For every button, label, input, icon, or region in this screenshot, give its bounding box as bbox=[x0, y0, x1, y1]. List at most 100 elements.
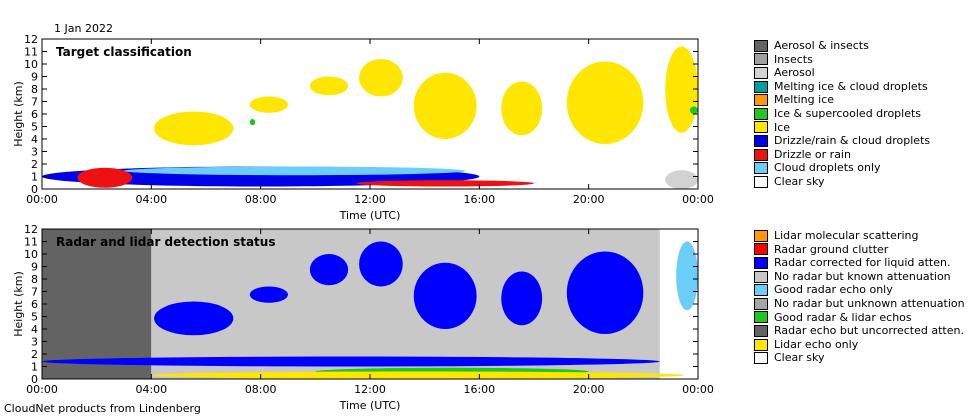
y-tick-label: 10 bbox=[24, 248, 38, 261]
legend-swatch bbox=[754, 256, 768, 269]
region-ice bbox=[309, 76, 349, 96]
legend-swatch bbox=[754, 39, 768, 52]
region-ice-supercooled-droplets bbox=[689, 106, 698, 114]
legend-label: Ice bbox=[774, 120, 791, 134]
legend-swatch bbox=[754, 297, 768, 310]
legend-entry: Drizzle/rain & cloud droplets bbox=[754, 134, 930, 148]
legend-label: Insects bbox=[774, 52, 813, 66]
legend-entry: Ice & supercooled droplets bbox=[754, 107, 930, 121]
legend-swatch bbox=[754, 66, 768, 79]
legend-label: Good radar echo only bbox=[774, 283, 893, 297]
x-axis-label: Time (UTC) bbox=[339, 399, 401, 412]
panel-title: Target classification bbox=[56, 45, 192, 59]
y-tick-label: 8 bbox=[31, 83, 38, 96]
legend-swatch bbox=[754, 162, 768, 175]
legend-label: Melting ice & cloud droplets bbox=[774, 79, 928, 93]
legend-swatch bbox=[754, 270, 768, 283]
region-ice bbox=[665, 46, 698, 133]
legend-label: Drizzle or rain bbox=[774, 147, 851, 161]
legend-swatch bbox=[754, 80, 768, 93]
x-tick-label: 08:00 bbox=[245, 193, 277, 206]
region-drizzle-or-rain bbox=[356, 180, 534, 187]
legend-label: Drizzle/rain & cloud droplets bbox=[774, 134, 931, 148]
x-tick-label: 08:00 bbox=[245, 383, 277, 396]
y-tick-label: 1 bbox=[31, 171, 38, 184]
legend-swatch bbox=[754, 53, 768, 66]
x-tick-label: 00:00 bbox=[26, 193, 58, 206]
legend-entry: Clear sky bbox=[754, 351, 965, 365]
legend-swatch bbox=[754, 148, 768, 161]
legend-entry: Cloud droplets only bbox=[754, 161, 930, 175]
legend-entry: Drizzle or rain bbox=[754, 148, 930, 162]
legend-entry: Radar corrected for liquid atten. bbox=[754, 256, 965, 270]
y-tick-label: 5 bbox=[31, 311, 38, 324]
region-drizzle-or-rain bbox=[77, 167, 133, 188]
legend-swatch bbox=[754, 229, 768, 242]
y-tick-label: 9 bbox=[31, 261, 38, 274]
legend-label: Clear sky bbox=[774, 351, 825, 365]
y-tick-label: 12 bbox=[24, 223, 38, 236]
y-tick-label: 0 bbox=[31, 373, 38, 386]
legend-entry: Lidar echo only bbox=[754, 338, 965, 352]
legend-entry: Ice bbox=[754, 121, 930, 135]
panel-title: Radar and lidar detection status bbox=[56, 235, 275, 249]
y-tick-label: 9 bbox=[31, 71, 38, 84]
y-tick-label: 5 bbox=[31, 121, 38, 134]
y-tick-label: 4 bbox=[31, 133, 38, 146]
date-label: 1 Jan 2022 bbox=[54, 22, 113, 35]
target-classification-panel: Target classification012345678910111200:… bbox=[12, 33, 714, 222]
y-tick-label: 6 bbox=[31, 298, 38, 311]
y-tick-label: 7 bbox=[31, 286, 38, 299]
legend-swatch bbox=[754, 324, 768, 337]
x-tick-label: 00:00 bbox=[682, 383, 714, 396]
y-tick-label: 3 bbox=[31, 146, 38, 159]
x-tick-label: 20:00 bbox=[573, 383, 605, 396]
legend-entry: Radar echo but uncorrected atten. bbox=[754, 324, 965, 338]
region-radar-corrected-for-liquid-atten bbox=[566, 251, 644, 334]
y-tick-label: 1 bbox=[31, 361, 38, 374]
classification-legend: Aerosol & insects Insects Aerosol Melting i… bbox=[754, 39, 930, 189]
legend-entry: Melting ice & cloud droplets bbox=[754, 80, 930, 94]
y-tick-label: 12 bbox=[24, 33, 38, 46]
y-tick-label: 2 bbox=[31, 348, 38, 361]
x-axis-label: Time (UTC) bbox=[339, 209, 401, 222]
legend-label: Radar ground clutter bbox=[774, 242, 889, 256]
x-tick-label: 16:00 bbox=[463, 383, 495, 396]
legend-label: No radar but known attenuation bbox=[774, 269, 951, 283]
region-ice bbox=[249, 96, 288, 113]
legend-swatch bbox=[754, 352, 768, 365]
y-axis-label: Height (km) bbox=[12, 271, 25, 337]
legend-swatch bbox=[754, 338, 768, 351]
region-radar-corrected-for-liquid-atten bbox=[309, 254, 349, 286]
y-tick-label: 7 bbox=[31, 96, 38, 109]
region-ice-supercooled-droplets bbox=[249, 119, 256, 126]
region-cloud-droplets-only bbox=[124, 166, 466, 176]
legend-swatch bbox=[754, 175, 768, 188]
y-tick-label: 11 bbox=[24, 46, 38, 59]
region-ice bbox=[566, 61, 644, 144]
region-radar-corrected-for-liquid-atten bbox=[413, 262, 477, 329]
y-tick-label: 2 bbox=[31, 158, 38, 171]
legend-entry: Radar ground clutter bbox=[754, 243, 965, 257]
legend-label: Clear sky bbox=[774, 174, 825, 188]
legend-label: Lidar molecular scattering bbox=[774, 229, 919, 242]
region-ice bbox=[501, 81, 543, 136]
y-tick-label: 4 bbox=[31, 323, 38, 336]
x-tick-label: 12:00 bbox=[354, 383, 386, 396]
y-tick-label: 3 bbox=[31, 336, 38, 349]
region-aerosol bbox=[665, 170, 698, 189]
y-tick-label: 0 bbox=[31, 183, 38, 196]
legend-swatch bbox=[754, 284, 768, 297]
x-tick-label: 12:00 bbox=[354, 193, 386, 206]
x-tick-label: 20:00 bbox=[573, 193, 605, 206]
x-tick-label: 00:00 bbox=[26, 383, 58, 396]
legend-label: Lidar echo only bbox=[774, 337, 859, 351]
legend-label: Aerosol bbox=[774, 66, 815, 80]
legend-label: No radar but unknown attenuation bbox=[774, 296, 965, 310]
legend-swatch bbox=[754, 121, 768, 134]
legend-entry: No radar but unknown attenuation bbox=[754, 297, 965, 311]
legend-swatch bbox=[754, 311, 768, 324]
region-ice bbox=[154, 111, 234, 146]
region-lidar-echo-only bbox=[151, 371, 685, 379]
legend-entry: Aerosol & insects bbox=[754, 39, 930, 53]
